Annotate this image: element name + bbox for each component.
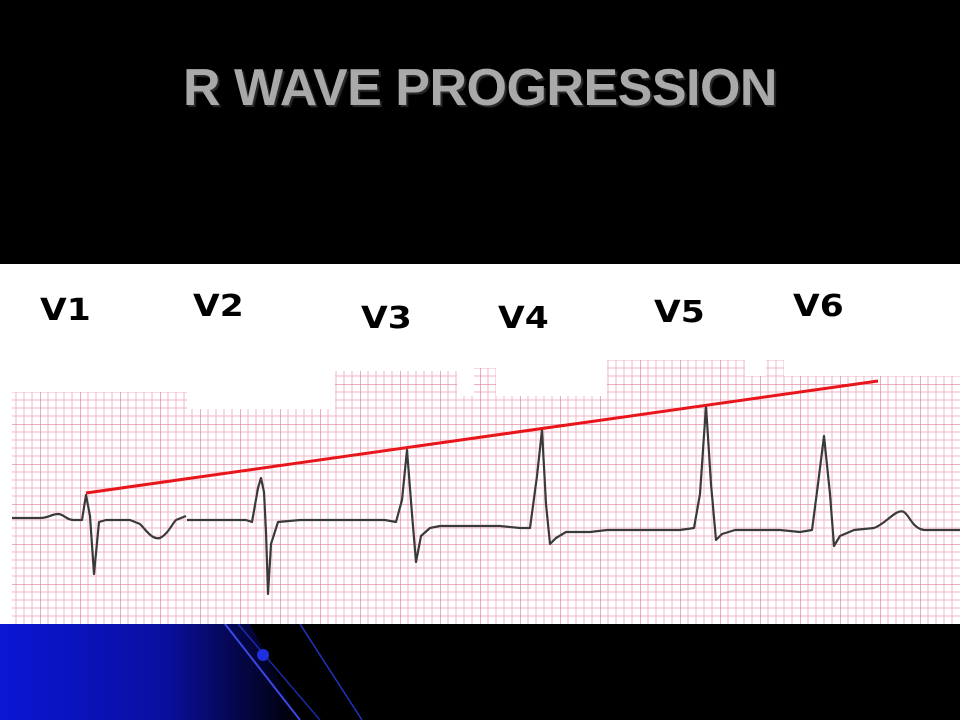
lead-label-v6: V6 — [793, 289, 844, 324]
ecg-grid-tab — [612, 360, 648, 400]
accent-line — [224, 624, 301, 720]
ecg-trace — [12, 493, 187, 576]
ecg-trace — [335, 448, 457, 564]
ecg-trace — [457, 428, 608, 546]
ecg-strips — [12, 360, 960, 624]
ecg-grid-tab — [335, 371, 359, 401]
lead-label-v1: V1 — [40, 293, 91, 328]
ecg-grid-strip — [335, 371, 457, 624]
ecg-grid-strip — [745, 376, 960, 624]
ecg-grid-strip — [187, 409, 335, 624]
ecg-trace — [187, 476, 335, 596]
accent-line — [237, 624, 321, 720]
ecg-grid-strip — [12, 392, 187, 624]
ecg-grid-tab — [766, 360, 784, 394]
ecg-trace — [745, 434, 960, 548]
blue-gradient-band — [0, 624, 300, 720]
lead-label-v3: V3 — [361, 301, 412, 336]
r-wave-progression-line — [85, 379, 879, 495]
accent-dot — [257, 649, 269, 661]
ecg-figure: V1 V2 V3 V4 V5 V6 — [0, 264, 960, 624]
accent-line — [299, 624, 363, 720]
slide-decoration — [0, 624, 960, 720]
lead-label-v4: V4 — [498, 301, 549, 336]
ecg-grid-tab — [474, 368, 496, 398]
slide-title: R WAVE PROGRESSION — [183, 59, 777, 117]
lead-label-v2: V2 — [193, 289, 244, 324]
lead-label-v5: V5 — [654, 295, 705, 330]
